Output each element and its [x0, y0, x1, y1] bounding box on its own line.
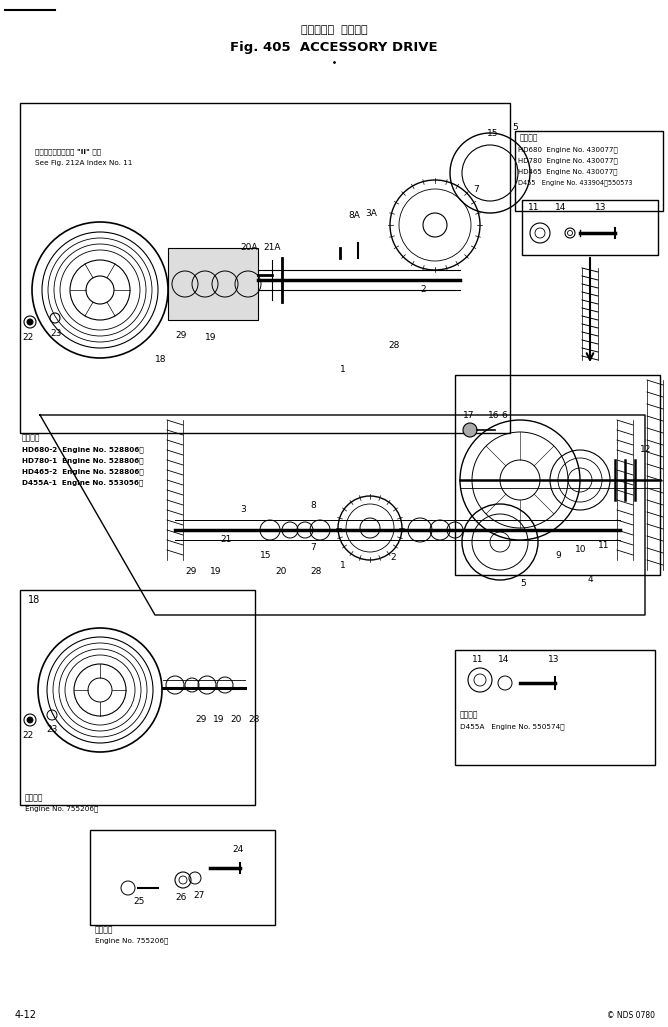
Text: 11: 11: [598, 540, 609, 549]
Text: 21: 21: [220, 535, 231, 544]
Text: HD780  Engine No. 430077～: HD780 Engine No. 430077～: [518, 158, 618, 164]
Text: 適用号等: 適用号等: [22, 433, 41, 443]
Text: Engine No. 755206～: Engine No. 755206～: [25, 806, 98, 812]
Text: HD465  Engine No. 430077～: HD465 Engine No. 430077～: [518, 168, 617, 176]
Text: 20A: 20A: [240, 243, 257, 253]
Text: 3: 3: [240, 505, 246, 515]
Bar: [168, 248, 258, 320]
Circle shape: [27, 319, 33, 325]
Text: 8: 8: [310, 500, 316, 509]
Text: 23: 23: [46, 725, 57, 734]
Text: 適用号等: 適用号等: [460, 711, 478, 720]
Text: 図２１２Ａ図面引号 "II" 参照: 図２１２Ａ図面引号 "II" 参照: [35, 149, 101, 155]
Text: 22: 22: [22, 731, 33, 740]
Text: D455   Engine No. 433904～550573: D455 Engine No. 433904～550573: [518, 180, 633, 186]
Text: 7: 7: [473, 186, 479, 194]
Text: 15: 15: [487, 128, 498, 138]
Circle shape: [27, 717, 33, 723]
Text: 10: 10: [575, 545, 587, 555]
Text: 13: 13: [548, 655, 560, 664]
Text: 1: 1: [340, 561, 346, 570]
Text: 19: 19: [210, 568, 222, 576]
Bar: [515, 131, 663, 211]
Text: 適用号等: 適用号等: [95, 925, 114, 935]
Text: 28: 28: [388, 341, 399, 349]
Text: 22: 22: [22, 334, 33, 342]
Text: 11: 11: [528, 202, 540, 212]
Text: 20: 20: [275, 568, 287, 576]
Text: 29: 29: [195, 716, 206, 724]
Text: 20: 20: [230, 716, 241, 724]
Text: 4-12: 4-12: [15, 1010, 37, 1020]
Text: 6: 6: [501, 411, 507, 419]
Text: 26: 26: [175, 892, 186, 902]
Bar: [455, 375, 660, 575]
Text: 1: 1: [340, 366, 346, 375]
Circle shape: [463, 423, 477, 438]
Text: D455A-1  Engine No. 553056～: D455A-1 Engine No. 553056～: [22, 480, 144, 487]
Text: アクセサリ  ドライブ: アクセサリ ドライブ: [301, 25, 367, 35]
Text: 5: 5: [512, 123, 518, 132]
Bar: [522, 200, 658, 255]
Text: 4: 4: [588, 575, 594, 584]
Text: 21A: 21A: [263, 243, 281, 253]
Text: 適用号等: 適用号等: [25, 794, 43, 802]
Text: 7: 7: [310, 543, 316, 553]
Text: 29: 29: [185, 568, 196, 576]
Text: 28: 28: [248, 716, 259, 724]
Text: 15: 15: [260, 550, 271, 560]
Text: 17: 17: [463, 411, 474, 419]
Text: 23: 23: [50, 329, 61, 338]
Bar: [20, 589, 255, 805]
Text: HD780-1  Engine No. 528806～: HD780-1 Engine No. 528806～: [22, 458, 144, 464]
Text: 8A: 8A: [348, 211, 360, 220]
Text: 19: 19: [205, 334, 216, 342]
Text: 19: 19: [213, 716, 224, 724]
Text: 適用号等: 適用号等: [520, 134, 538, 143]
Text: 27: 27: [193, 890, 204, 900]
Text: Engine No. 755206～: Engine No. 755206～: [95, 938, 168, 944]
Text: D455A   Engine No. 550574～: D455A Engine No. 550574～: [460, 724, 564, 730]
Text: Fig. 405  ACCESSORY DRIVE: Fig. 405 ACCESSORY DRIVE: [230, 41, 438, 54]
Text: 11: 11: [472, 655, 484, 664]
Text: 2: 2: [420, 286, 426, 295]
Text: 18: 18: [28, 595, 40, 605]
Text: © NDS 0780: © NDS 0780: [607, 1011, 655, 1020]
Text: 13: 13: [595, 202, 607, 212]
Text: 28: 28: [310, 568, 321, 576]
Text: 3A: 3A: [365, 208, 377, 218]
Text: 25: 25: [133, 898, 144, 907]
Text: 16: 16: [488, 411, 500, 419]
Bar: [455, 650, 655, 765]
Text: 29: 29: [175, 331, 186, 340]
Text: 12: 12: [640, 446, 651, 455]
Bar: [90, 830, 275, 925]
Text: HD680-2  Engine No. 528806～: HD680-2 Engine No. 528806～: [22, 447, 144, 453]
Text: 18: 18: [155, 355, 166, 365]
Text: 2: 2: [390, 554, 395, 563]
Text: HD465-2  Engine No. 528806～: HD465-2 Engine No. 528806～: [22, 468, 144, 476]
Text: 14: 14: [498, 655, 510, 664]
Text: 9: 9: [555, 550, 560, 560]
Text: 14: 14: [555, 202, 566, 212]
Text: 5: 5: [520, 578, 526, 587]
Text: 24: 24: [232, 845, 243, 854]
Text: See Fig. 212A Index No. 11: See Fig. 212A Index No. 11: [35, 160, 132, 166]
Text: HD680  Engine No. 430077～: HD680 Engine No. 430077～: [518, 147, 618, 153]
Bar: [20, 103, 510, 433]
